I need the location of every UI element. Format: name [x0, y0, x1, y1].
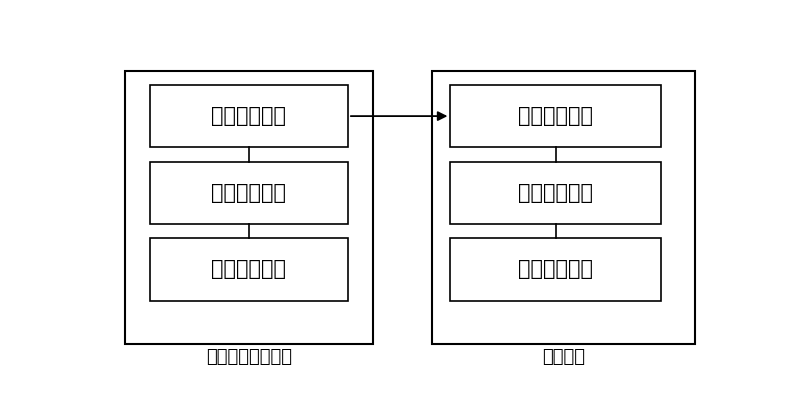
Text: 用户设备: 用户设备 [542, 348, 585, 366]
Bar [150, 238, 348, 300]
Text: 干扰确定单元: 干扰确定单元 [518, 183, 594, 203]
Bar [150, 161, 348, 224]
Bar [150, 85, 348, 147]
Bar [450, 85, 661, 147]
Text: 信息存储单元: 信息存储单元 [211, 183, 286, 203]
Text: 无线资源管理实体: 无线资源管理实体 [206, 348, 292, 366]
Text: 信息发送单元: 信息发送单元 [211, 106, 286, 126]
Bar [450, 161, 661, 224]
Text: 信息保存单元: 信息保存单元 [518, 106, 594, 126]
Bar [450, 238, 661, 300]
Text: 信息交互单元: 信息交互单元 [211, 259, 286, 279]
Bar [125, 71, 373, 344]
Bar [432, 71, 695, 344]
Text: 干扰消除单元: 干扰消除单元 [518, 259, 594, 279]
